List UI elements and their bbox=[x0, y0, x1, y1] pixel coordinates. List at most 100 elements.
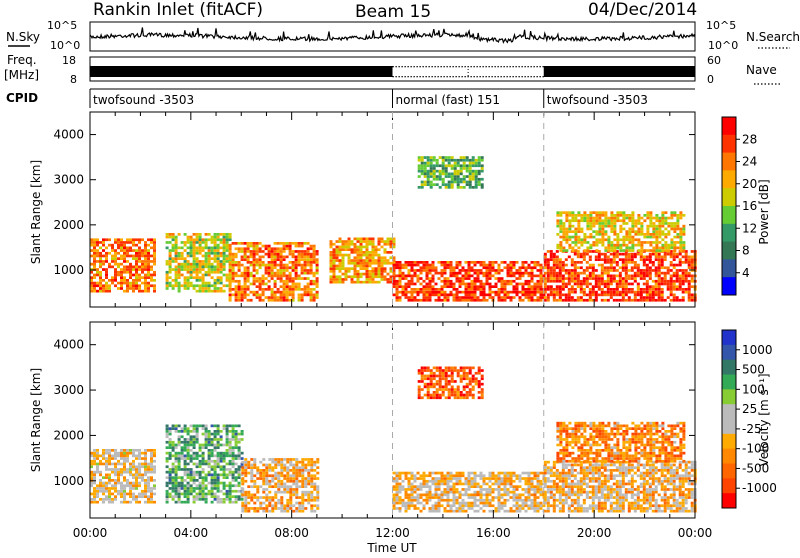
velocity-cell bbox=[178, 487, 181, 490]
power-cell bbox=[540, 299, 543, 302]
power-cell bbox=[577, 266, 580, 269]
power-cell bbox=[108, 290, 111, 293]
power-cell bbox=[625, 214, 628, 217]
power-cell bbox=[607, 266, 610, 269]
power-cell bbox=[504, 296, 507, 299]
velocity-cell bbox=[138, 476, 141, 479]
power-cell bbox=[586, 217, 589, 220]
power-cell bbox=[616, 241, 619, 244]
power-cell bbox=[565, 283, 568, 286]
power-cell bbox=[438, 272, 441, 275]
velocity-cell bbox=[304, 466, 307, 469]
power-cell bbox=[372, 246, 375, 249]
power-cell bbox=[175, 260, 178, 263]
power-cell bbox=[580, 244, 583, 247]
power-cell bbox=[421, 162, 424, 165]
velocity-cell bbox=[141, 495, 144, 498]
power-cell bbox=[679, 230, 682, 233]
power-cell bbox=[607, 288, 610, 291]
power-cell bbox=[534, 294, 537, 297]
power-cell bbox=[598, 285, 601, 288]
freq-dot bbox=[429, 76, 430, 77]
power-cell bbox=[111, 266, 114, 269]
velocity-cell bbox=[456, 488, 459, 491]
power-cell bbox=[622, 241, 625, 244]
power-cbar-label: Power [dB] bbox=[757, 179, 771, 244]
velocity-cell bbox=[292, 510, 295, 513]
power-cell bbox=[640, 291, 643, 294]
power-cell bbox=[516, 294, 519, 297]
velocity-cell bbox=[301, 469, 304, 472]
power-cell bbox=[217, 287, 220, 290]
power-cell bbox=[378, 254, 381, 257]
power-cell bbox=[658, 258, 661, 261]
velocity-cell bbox=[193, 482, 196, 485]
power-cell bbox=[472, 162, 475, 165]
power-cell bbox=[280, 275, 283, 278]
power-cell bbox=[280, 280, 283, 283]
power-cell bbox=[577, 238, 580, 241]
velocity-cell bbox=[223, 452, 226, 455]
power-cell bbox=[393, 272, 396, 275]
power-cell bbox=[336, 254, 339, 257]
power-cell bbox=[670, 261, 673, 264]
power-cell bbox=[193, 266, 196, 269]
power-cell bbox=[655, 225, 658, 228]
power-cell bbox=[259, 277, 262, 280]
velocity-cell bbox=[187, 490, 190, 493]
power-cell bbox=[516, 285, 519, 288]
power-cell bbox=[381, 256, 384, 259]
power-cell bbox=[655, 217, 658, 220]
power-cell bbox=[301, 245, 304, 248]
power-cell bbox=[372, 278, 375, 281]
velocity-cell bbox=[223, 487, 226, 490]
power-cell bbox=[613, 253, 616, 256]
power-cell bbox=[483, 296, 486, 299]
velocity-cell bbox=[208, 435, 211, 438]
freq-dot bbox=[474, 76, 475, 77]
velocity-cell bbox=[226, 425, 229, 428]
power-cell bbox=[244, 253, 247, 256]
freq-dot bbox=[522, 76, 523, 77]
power-cell bbox=[432, 288, 435, 291]
power-cell bbox=[670, 238, 673, 241]
velocity-cell bbox=[111, 484, 114, 487]
power-cell bbox=[562, 222, 565, 225]
power-cell bbox=[676, 217, 679, 220]
power-cell bbox=[516, 272, 519, 275]
power-cell bbox=[169, 257, 172, 260]
velocity-cell bbox=[187, 498, 190, 501]
power-cell bbox=[375, 281, 378, 284]
power-cell bbox=[423, 280, 426, 283]
velocity-cell bbox=[229, 455, 232, 458]
power-cell bbox=[211, 252, 214, 255]
power-cell bbox=[208, 255, 211, 258]
velocity-cell bbox=[129, 484, 132, 487]
power-cell bbox=[574, 261, 577, 264]
velocity-cell bbox=[175, 452, 178, 455]
velocity-cell bbox=[169, 438, 172, 441]
power-cell bbox=[193, 260, 196, 263]
power-cell bbox=[283, 283, 286, 286]
velocity-cell bbox=[120, 457, 123, 460]
velocity-cell bbox=[117, 452, 120, 455]
velocity-cell bbox=[265, 499, 268, 502]
power-cell bbox=[616, 233, 619, 236]
velocity-cell bbox=[256, 485, 259, 488]
power-cell bbox=[510, 261, 513, 264]
velocity-cell bbox=[190, 460, 193, 463]
velocity-cell bbox=[396, 472, 399, 475]
velocity-cell bbox=[289, 458, 292, 461]
velocity-cell bbox=[138, 493, 141, 496]
power-cell bbox=[673, 249, 676, 252]
velocity-cell bbox=[280, 510, 283, 513]
power-cell bbox=[531, 280, 534, 283]
velocity-cell bbox=[426, 499, 429, 502]
power-cell bbox=[292, 266, 295, 269]
power-cell bbox=[360, 248, 363, 251]
power-cell bbox=[676, 275, 679, 278]
power-cell bbox=[357, 256, 360, 259]
power-cell bbox=[616, 291, 619, 294]
power-cell bbox=[438, 294, 441, 297]
velocity-cell bbox=[393, 504, 396, 507]
